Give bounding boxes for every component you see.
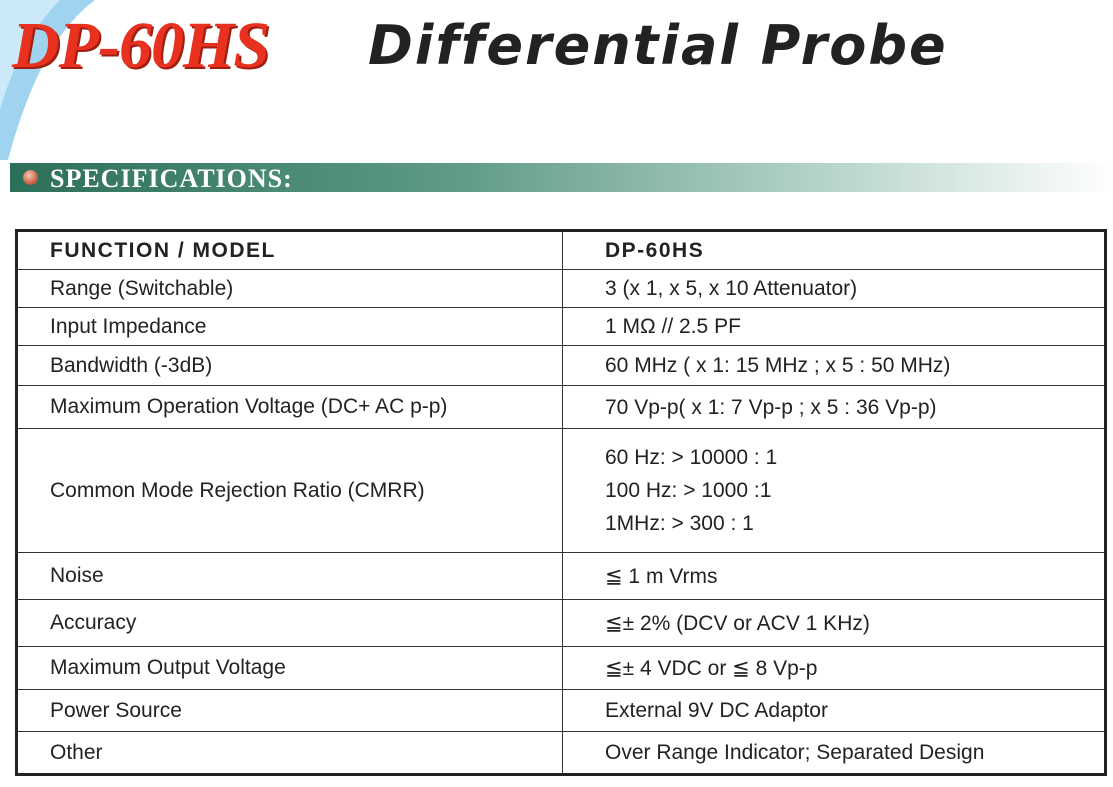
spec-row: Noise ≦ 1 m Vrms bbox=[16, 552, 1106, 600]
corner-swoosh bbox=[0, 0, 95, 160]
spec-line: ≦± 2% (DCV or ACV 1 KHz) bbox=[605, 611, 870, 635]
spec-line: Over Range Indicator; Separated Design bbox=[605, 741, 985, 764]
spec-line: 3 (x 1, x 5, x 10 Attenuator) bbox=[605, 277, 858, 300]
function-cell: Range (Switchable) bbox=[16, 269, 563, 308]
product-title: Differential Probe bbox=[368, 14, 948, 77]
spec-cell: 60 MHz ( x 1: 15 MHz ; x 5 : 50 MHz) bbox=[562, 345, 1106, 386]
function-cell: Maximum Output Voltage bbox=[16, 646, 563, 690]
function-cell: Accuracy bbox=[16, 599, 563, 647]
spec-line: External 9V DC Adaptor bbox=[605, 699, 828, 722]
function-cell: Other bbox=[16, 731, 563, 775]
spec-cell: External 9V DC Adaptor bbox=[562, 689, 1106, 732]
section-title: SPECIFICATIONS: bbox=[50, 164, 293, 193]
spec-line: ≦ 1 m Vrms bbox=[605, 564, 718, 588]
spec-row: Other Over Range Indicator; Separated Des… bbox=[16, 731, 1106, 775]
function-cell: Input Impedance bbox=[16, 307, 563, 346]
spec-cell: 3 (x 1, x 5, x 10 Attenuator) bbox=[562, 269, 1106, 308]
spec-row: Bandwidth (-3dB) 60 MHz ( x 1: 15 MHz ; x… bbox=[16, 345, 1106, 386]
spec-cell: 60 Hz: > 10000 : 1 100 Hz: > 1000 :1 1MHz:… bbox=[562, 428, 1106, 553]
spec-line: 100 Hz: > 1000 :1 bbox=[605, 479, 772, 502]
spec-cell: ≦ 1 m Vrms bbox=[562, 552, 1106, 600]
spec-line: 70 Vp-p( x 1: 7 Vp-p ; x 5 : 36 Vp-p) bbox=[605, 395, 937, 419]
spec-table: FUNCTION / MODEL DP-60HS Range (Switchable… bbox=[15, 229, 1107, 776]
function-cell: Noise bbox=[16, 552, 563, 600]
section-bar: SPECIFICATIONS: bbox=[10, 163, 1113, 193]
spec-row: Maximum Output Voltage ≦± 4 VDC or ≦ 8 Vp… bbox=[16, 646, 1106, 690]
spec-line: 1 MΩ // 2.5 PF bbox=[605, 315, 741, 338]
spec-row: Common Mode Rejection Ratio (CMRR) 60 Hz:… bbox=[16, 428, 1106, 553]
spec-row: Input Impedance 1 MΩ // 2.5 PF bbox=[16, 307, 1106, 346]
function-cell: Maximum Operation Voltage (DC+ AC p-p) bbox=[16, 385, 563, 429]
spec-line: ≦± 4 VDC or ≦ 8 Vp-p bbox=[605, 656, 818, 680]
function-cell: Common Mode Rejection Ratio (CMRR) bbox=[16, 428, 563, 553]
model-name: DP-60HS bbox=[12, 9, 270, 82]
spec-cell: ≦± 2% (DCV or ACV 1 KHz) bbox=[562, 599, 1106, 647]
header-row: FUNCTION / MODEL DP-60HS bbox=[16, 230, 1106, 270]
function-cell: Power Source bbox=[16, 689, 563, 732]
bullet bbox=[23, 170, 38, 185]
function-cell: Bandwidth (-3dB) bbox=[16, 345, 563, 386]
spec-row: Range (Switchable) 3 (x 1, x 5, x 10 Atte… bbox=[16, 269, 1106, 308]
spec-cell: ≦± 4 VDC or ≦ 8 Vp-p bbox=[562, 646, 1106, 690]
spec-line: 60 MHz ( x 1: 15 MHz ; x 5 : 50 MHz) bbox=[605, 354, 951, 377]
spec-row: Accuracy ≦± 2% (DCV or ACV 1 KHz) bbox=[16, 599, 1106, 647]
spec-cell: 70 Vp-p( x 1: 7 Vp-p ; x 5 : 36 Vp-p) bbox=[562, 385, 1106, 429]
spec-row: Maximum Operation Voltage (DC+ AC p-p) 70… bbox=[16, 385, 1106, 429]
spec-cell: 1 MΩ // 2.5 PF bbox=[562, 307, 1106, 346]
spec-row: Power Source External 9V DC Adaptor bbox=[16, 689, 1106, 732]
column-header: FUNCTION / MODEL bbox=[16, 230, 563, 270]
spec-line: 60 Hz: > 10000 : 1 bbox=[605, 446, 778, 469]
spec-cell: Over Range Indicator; Separated Design bbox=[562, 731, 1106, 775]
column-header: DP-60HS bbox=[562, 230, 1106, 270]
spec-line: 1MHz: > 300 : 1 bbox=[605, 512, 754, 535]
